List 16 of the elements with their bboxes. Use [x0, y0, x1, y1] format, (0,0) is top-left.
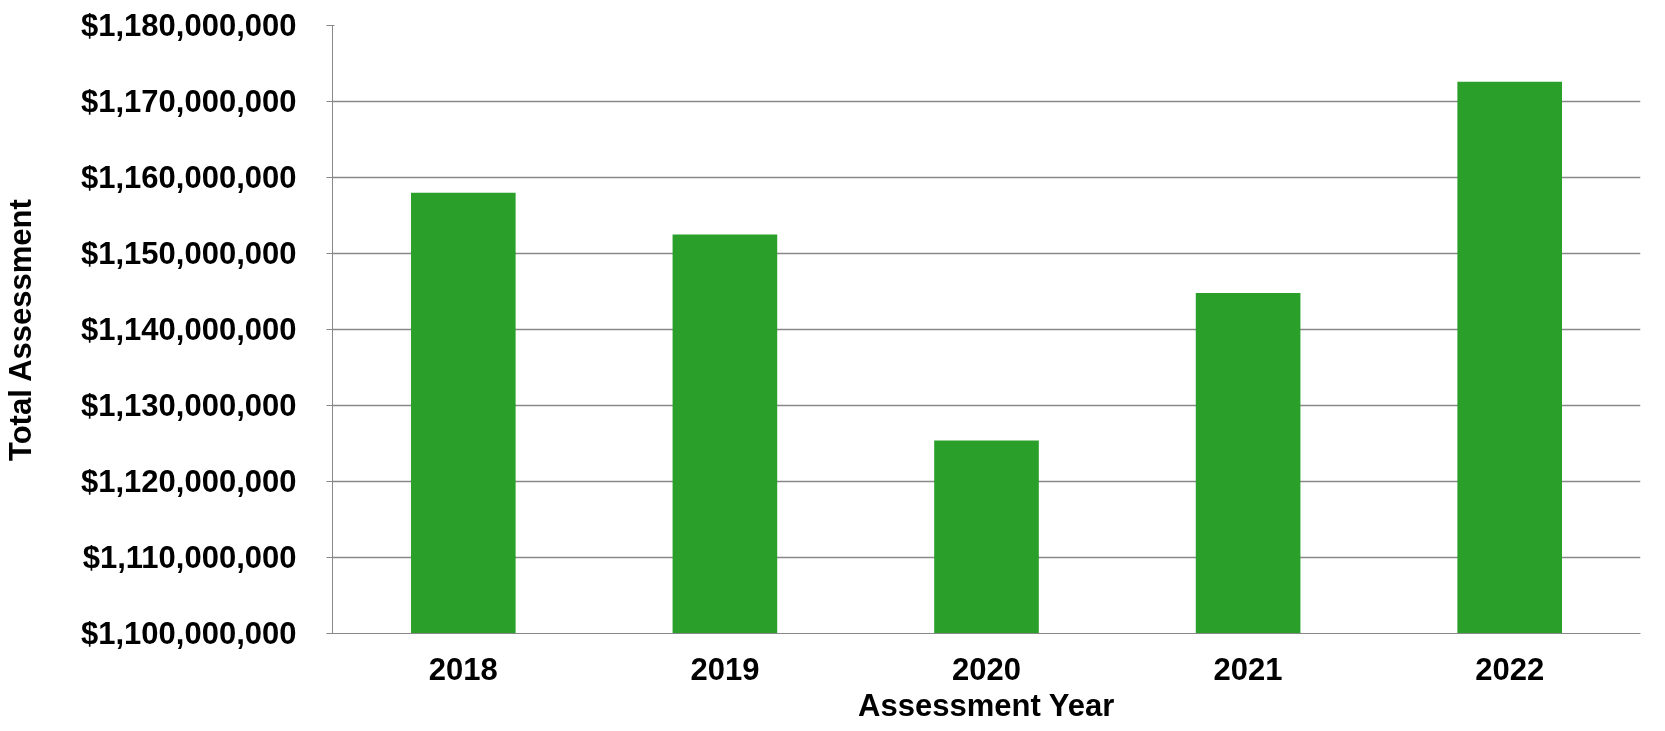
y-tick-label: $1,120,000,000	[81, 464, 297, 499]
x-tick-label: 2022	[1475, 651, 1545, 687]
y-tick-label: $1,160,000,000	[81, 160, 297, 195]
y-tick-label: $1,100,000,000	[81, 616, 297, 651]
y-tick-label: $1,130,000,000	[81, 388, 297, 423]
y-tick-label: $1,180,000,000	[81, 8, 297, 43]
x-tick-label: 2020	[952, 651, 1021, 687]
y-axis-title: Total Assessment	[3, 199, 39, 462]
x-tick-label: 2018	[428, 651, 498, 687]
y-tick-label: $1,110,000,000	[82, 540, 297, 575]
y-tick-label: $1,140,000,000	[81, 312, 297, 347]
y-tick-label: $1,170,000,000	[81, 84, 297, 119]
y-tick-label: $1,150,000,000	[81, 236, 297, 271]
x-axis-title: Assessment Year	[858, 687, 1115, 723]
x-tick-label: 2019	[690, 651, 760, 687]
x-tick-label: 2021	[1213, 651, 1283, 687]
